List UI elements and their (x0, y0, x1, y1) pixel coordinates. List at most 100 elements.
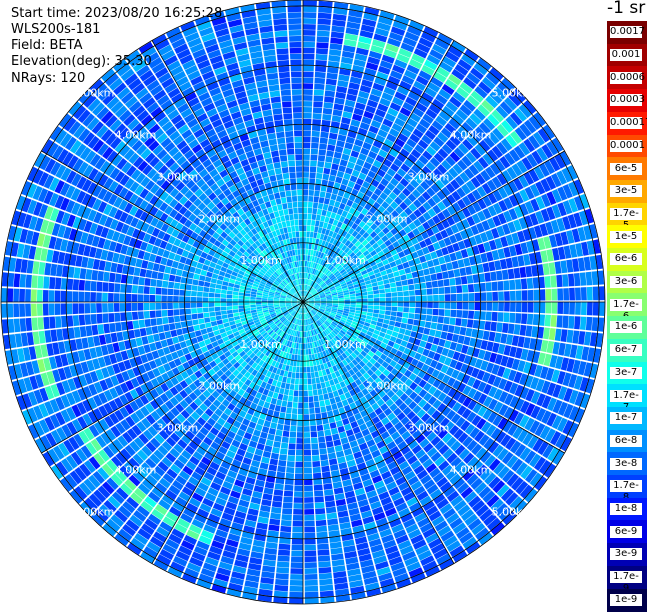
ppi-cell (406, 324, 413, 330)
ppi-cell (55, 303, 61, 315)
ppi-cell (330, 542, 342, 549)
ppi-cell (307, 214, 311, 220)
ppi-cell (222, 315, 228, 320)
ppi-cell (473, 320, 480, 329)
ppi-cell (305, 586, 318, 592)
ppi-cell (502, 270, 509, 280)
ppi-cell (286, 467, 294, 473)
ppi-cell (398, 297, 404, 302)
ppi-cell (344, 304, 350, 306)
ppi-cell (306, 355, 309, 361)
ppi-cell (332, 115, 341, 122)
ppi-cell (308, 379, 312, 385)
ppi-cell (291, 556, 303, 562)
ppi-cell (332, 434, 340, 441)
ppi-cell (276, 430, 283, 437)
ppi-cell (474, 283, 480, 292)
ppi-cell (373, 286, 379, 290)
ppi-cell (421, 302, 427, 308)
ppi-cell (527, 314, 533, 325)
ppi-cell (318, 203, 323, 209)
ppi-cell (318, 155, 325, 161)
ppi-cell (310, 360, 314, 366)
ppi-cell (459, 268, 466, 276)
ppi-cell (15, 258, 22, 272)
ppi-cell (368, 298, 374, 301)
ppi-cell (290, 580, 303, 586)
ppi-cell (139, 277, 145, 285)
ppi-cell (303, 178, 309, 184)
ppi-cell (227, 314, 233, 318)
ppi-cell (465, 266, 472, 275)
ppi-cell (449, 278, 455, 286)
ppi-cell (313, 396, 318, 402)
ppi-cell (563, 302, 569, 314)
ppi-cell (244, 302, 250, 305)
ppi-cell (278, 550, 290, 556)
ppi-cell (282, 437, 289, 443)
ppi-cell (315, 221, 320, 227)
ppi-cell (215, 311, 221, 316)
ppi-cell (304, 468, 312, 474)
ppi-cell (295, 462, 303, 468)
ppi-cell (271, 453, 279, 460)
ppi-cell (33, 331, 40, 344)
ppi-cell (435, 330, 442, 338)
ppi-cell (333, 439, 341, 446)
ppi-cell (211, 321, 217, 326)
ppi-cell (99, 335, 106, 345)
ppi-cell (309, 244, 312, 250)
ppi-cell (356, 302, 362, 305)
ppi-cell (314, 490, 323, 496)
ppi-cell (297, 361, 300, 367)
ppi-cell (74, 327, 81, 338)
ppi-cell (256, 302, 262, 304)
ppi-cell (270, 459, 278, 466)
ppi-cell (202, 334, 209, 340)
ppi-cell (280, 448, 288, 454)
ppi-cell (227, 310, 233, 314)
ppi-cell (386, 306, 392, 310)
ppi-cell (97, 314, 103, 324)
ppi-cell (156, 318, 162, 325)
ppi-cell (291, 414, 297, 420)
ppi-cell (313, 467, 321, 473)
ppi-cell (288, 372, 292, 378)
ppi-cell (534, 302, 540, 313)
ppi-cell (299, 379, 303, 385)
ppi-cell (303, 220, 307, 226)
ppi-cell (303, 367, 306, 373)
ppi-cell (156, 310, 162, 317)
ppi-cell (215, 298, 221, 302)
ppi-cell (520, 325, 527, 336)
ppi-cell (333, 14, 347, 21)
ppi-cell (543, 327, 550, 339)
ppi-cell (102, 282, 108, 292)
ppi-cell (569, 288, 575, 301)
ppi-cell (303, 237, 306, 243)
ppi-cell (474, 293, 480, 301)
ppi-cell (250, 294, 256, 297)
ppi-cell (333, 571, 346, 578)
ppi-cell (423, 328, 430, 335)
ppi-cell (305, 556, 317, 562)
ppi-cell (227, 294, 233, 298)
ppi-cell (292, 408, 297, 414)
ppi-cell (168, 282, 174, 289)
ppi-cell (79, 280, 85, 291)
ppi-cell (497, 312, 503, 322)
ppi-cell (533, 314, 539, 325)
ppi-cell (303, 24, 316, 30)
ppi-cell (233, 291, 239, 295)
ppi-cell (311, 137, 319, 143)
ppi-cell (103, 272, 110, 282)
ppi-cell (398, 302, 404, 307)
ppi-cell (132, 285, 138, 293)
ppi-cell (310, 226, 314, 232)
ppi-cell (467, 275, 474, 283)
ppi-cell (286, 377, 291, 383)
ppi-cell (308, 208, 313, 214)
ppi-cell (108, 303, 114, 312)
ppi-cell (290, 574, 303, 580)
ppi-cell (260, 577, 274, 584)
